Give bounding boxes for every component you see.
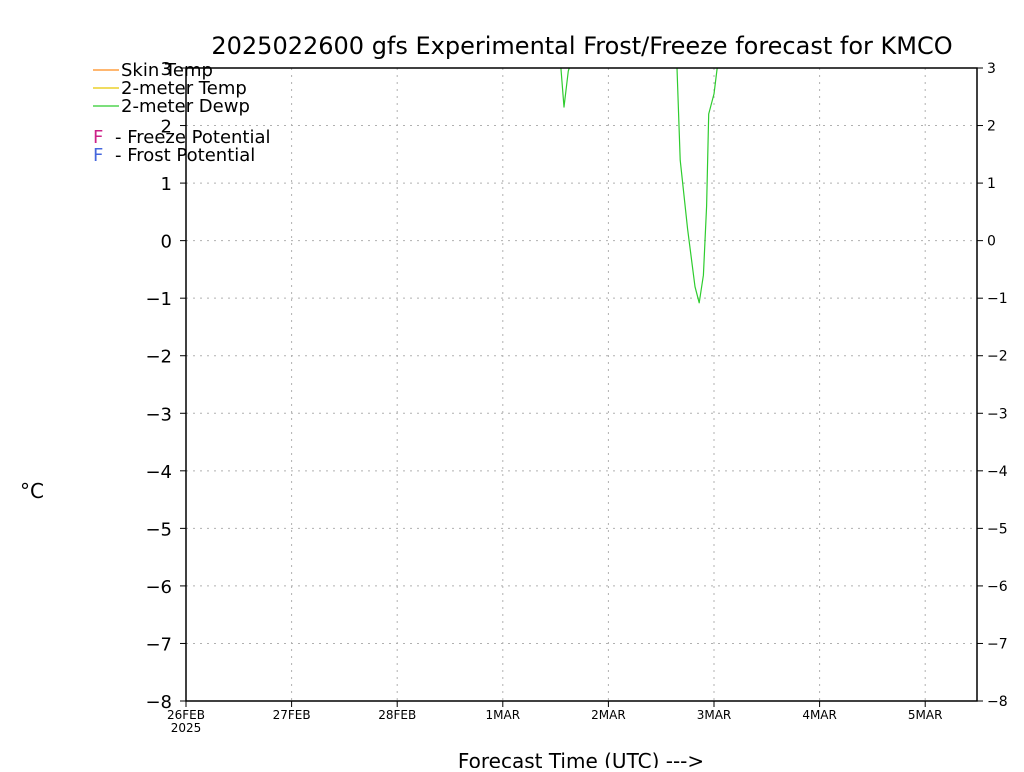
x-tick-label: 26FEB [167,708,205,722]
y-tick-label-right: −1 [987,291,1008,307]
y-tick-label-right: 1 [987,176,996,192]
y-tick-label-right: −2 [987,349,1008,365]
x-axis-label: Forecast Time (UTC) ---> [458,749,704,768]
y-tick-label-left: −4 [145,462,172,483]
x-tick-label: 5MAR [908,708,943,722]
chart-title: 2025022600 gfs Experimental Frost/Freeze… [211,32,952,60]
legend-label: 2-meter Temp [121,78,247,99]
y-tick-label-right: 3 [987,61,996,77]
legend-label: Skin Temp [121,60,213,81]
y-tick-label-left: −3 [145,404,172,425]
y-tick-label-right: −6 [987,579,1008,595]
x-tick-label: 2MAR [591,708,626,722]
grid [186,68,977,701]
x-tick-sublabel: 2025 [171,721,202,735]
y-tick-label-left: −8 [145,692,172,713]
y-axis-ticks: −8 −8 −7 −7 −6 −6 −5 −5 −4 −4 −3 −3 −2 −2 −1 −1 0 0 1 1 2 2 3 3 [145,59,1007,713]
legend-marker: F [93,145,103,166]
y-tick-label-right: −4 [987,464,1008,480]
legend-label: - Freeze Potential [115,127,271,148]
x-tick-label: 3MAR [697,708,732,722]
x-tick-label: 1MAR [486,708,521,722]
y-tick-label-left: −2 [145,347,172,368]
series-layer [560,67,718,304]
y-tick-label-left: −7 [145,634,172,655]
y-tick-label-left: 2 [161,117,172,138]
y-axis-label: °C [20,479,44,503]
y-tick-label-right: −8 [987,694,1008,710]
plot-frame [185,67,978,702]
y-tick-label-left: 3 [161,59,172,80]
y-tick-label-right: −3 [987,406,1008,422]
y-tick-label-right: 2 [987,119,996,135]
series-line-dewpoint [676,67,718,304]
legend-marker: F [93,127,103,148]
y-tick-label-left: 1 [161,174,172,195]
legend-label: 2-meter Dewp [121,96,250,117]
y-tick-label-left: 0 [161,232,172,253]
y-tick-label-left: −6 [145,577,172,598]
legend-label: - Frost Potential [115,145,255,166]
y-tick-label-right: 0 [987,234,996,250]
y-tick-label-right: −5 [987,521,1008,537]
x-tick-label: 28FEB [378,708,416,722]
y-tick-label-left: −1 [145,289,172,310]
series-line-dewpoint [560,67,570,108]
x-tick-label: 27FEB [273,708,311,722]
y-tick-label-left: −5 [145,519,172,540]
x-tick-label: 4MAR [802,708,837,722]
y-tick-label-right: −7 [987,636,1008,652]
